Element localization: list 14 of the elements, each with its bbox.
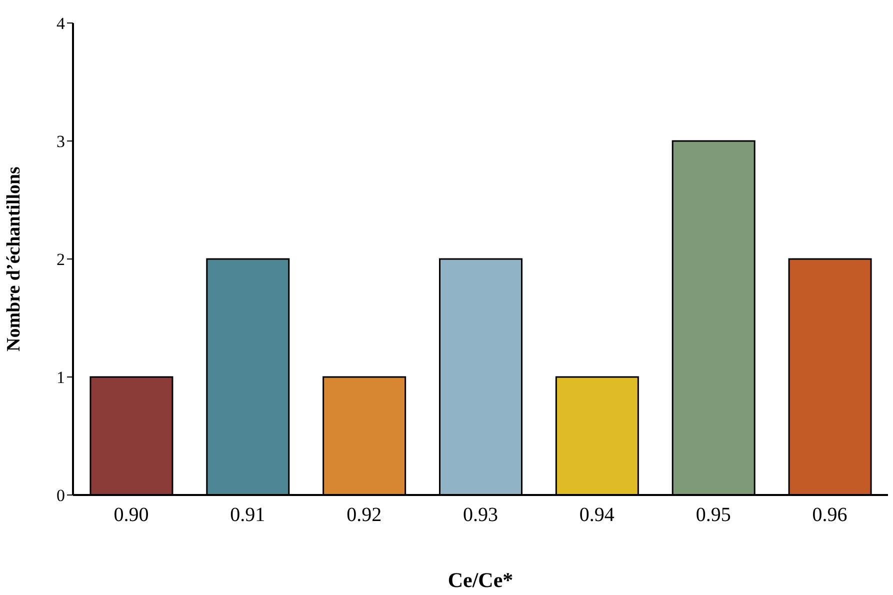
x-tick-label: 0.92: [346, 504, 382, 526]
x-tick-label: 0.91: [230, 504, 266, 526]
y-tick-label: 4: [56, 14, 66, 34]
y-tick-label: 3: [56, 132, 65, 152]
y-tick-label: 0: [56, 486, 65, 506]
x-tick-label: 0.93: [463, 504, 498, 526]
x-tick-label: 0.94: [579, 504, 614, 526]
y-axis-title: Nombre d’échantillons: [4, 166, 25, 352]
y-tick-label: 1: [56, 368, 65, 388]
x-tick-label: 0.95: [696, 504, 731, 526]
y-tick-label: 2: [56, 250, 65, 270]
x-tick-label: 0.90: [114, 504, 149, 526]
x-axis-title: Ce/Ce*: [448, 568, 514, 592]
x-tick-label: 0.96: [812, 504, 848, 526]
